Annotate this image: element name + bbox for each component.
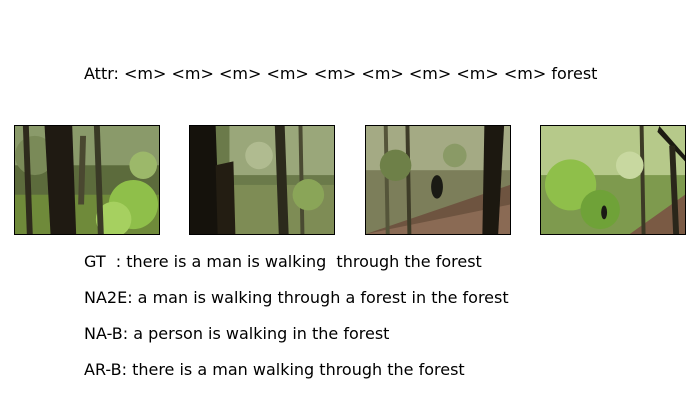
attribute-line: Attr: <m> <m> <m> <m> <m> <m> <m> <m> <m… — [84, 64, 598, 83]
forest-frame-3-image — [366, 126, 510, 234]
video-frame-4 — [540, 125, 686, 235]
video-frame-3 — [365, 125, 511, 235]
forest-frame-1-image — [15, 126, 159, 234]
video-frame-1 — [14, 125, 160, 235]
caption-ar-b: AR-B: there is a man walking through the… — [84, 360, 465, 379]
caption-na2e: NA2E: a man is walking through a forest … — [84, 288, 509, 307]
video-frame-2 — [189, 125, 335, 235]
forest-frame-4-image — [541, 126, 685, 234]
forest-frame-2-image — [190, 126, 334, 234]
caption-gt: GT : there is a man is walking through t… — [84, 252, 482, 271]
caption-na-b: NA-B: a person is walking in the forest — [84, 324, 390, 343]
